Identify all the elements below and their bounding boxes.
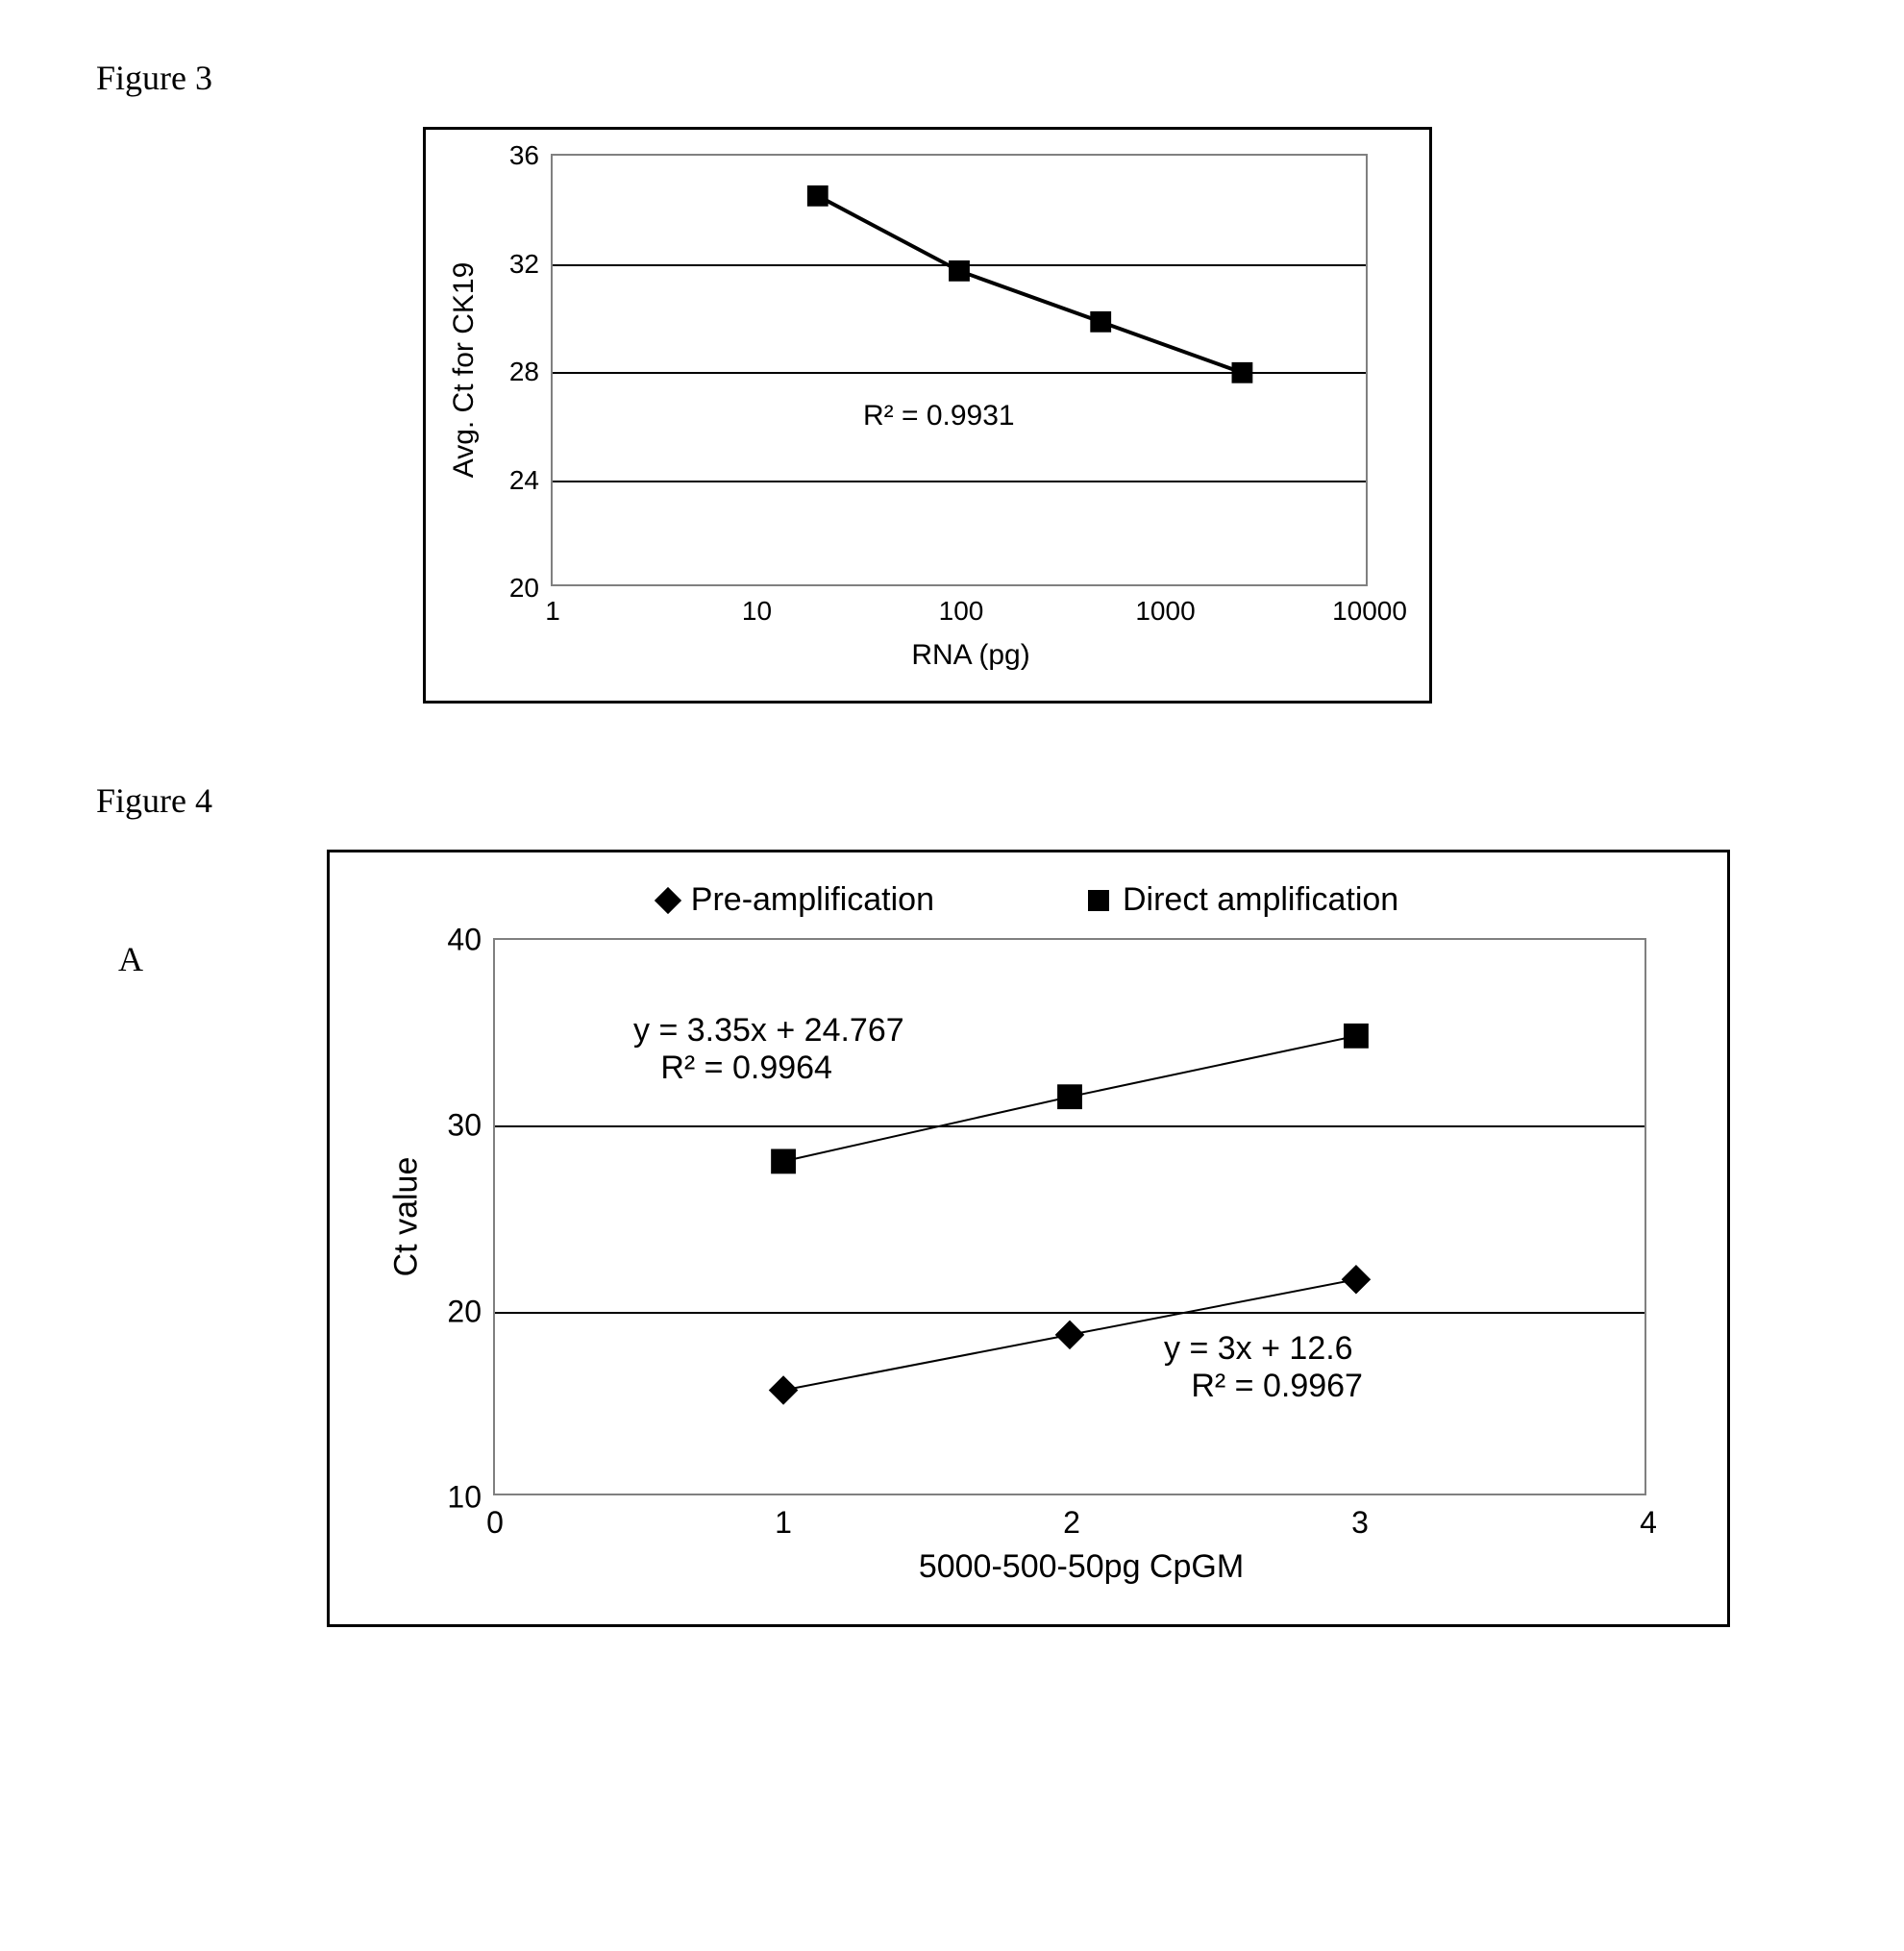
figure-3-xlabel: RNA (pg)	[551, 639, 1391, 672]
legend-item-direct-amp: Direct amplification	[1088, 881, 1398, 919]
y-tick-label: 30	[447, 1108, 495, 1144]
figure-4-plot-area: 1020304001234y = 3.35x + 24.767 R² = 0.9…	[493, 938, 1646, 1495]
x-tick-label: 1000	[1135, 584, 1195, 627]
y-tick-label: 40	[447, 923, 495, 958]
x-tick-label: 0	[486, 1494, 504, 1541]
figure-4-panel-label: A	[118, 939, 143, 979]
figure-4-chart: A Pre-amplification Direct amplification…	[327, 850, 1730, 1627]
y-tick-label: 20	[447, 1294, 495, 1329]
x-tick-label: 1	[775, 1494, 792, 1541]
r2-annotation: R² = 0.9931	[863, 400, 1015, 432]
square-icon	[1088, 890, 1109, 911]
y-tick-label: 36	[509, 140, 553, 171]
x-tick-label: 10000	[1332, 584, 1407, 627]
fit-annotation: y = 3x + 12.6 R² = 0.9967	[1164, 1330, 1363, 1405]
figure-3-label: Figure 3	[96, 58, 1827, 98]
figure-4-label: Figure 4	[96, 780, 1827, 821]
y-tick-label: 28	[509, 357, 553, 387]
figure-3-plot-area: 2024283236110100100010000R² = 0.9931	[551, 154, 1368, 586]
x-tick-label: 100	[939, 584, 984, 627]
fit-annotation: y = 3.35x + 24.767 R² = 0.9964	[633, 1012, 904, 1087]
figure-4-legend: Pre-amplification Direct amplification	[387, 881, 1669, 919]
legend-label: Pre-amplification	[691, 881, 934, 919]
figure-3-ylabel: Avg. Ct for CK19	[448, 262, 481, 479]
x-tick-label: 4	[1640, 1494, 1657, 1541]
diamond-icon	[655, 886, 681, 913]
legend-item-pre-amp: Pre-amplification	[658, 881, 934, 919]
y-tick-label: 24	[509, 465, 553, 496]
figure-3-chart: 2024283236110100100010000R² = 0.9931 Avg…	[423, 127, 1432, 704]
legend-label: Direct amplification	[1123, 881, 1398, 919]
x-tick-label: 2	[1063, 1494, 1080, 1541]
x-tick-label: 10	[742, 584, 772, 627]
y-tick-label: 32	[509, 249, 553, 280]
figure-4-xlabel: 5000-500-50pg CpGM	[493, 1548, 1669, 1586]
figure-4-ylabel: Ct value	[388, 1157, 426, 1277]
x-tick-label: 3	[1351, 1494, 1369, 1541]
x-tick-label: 1	[545, 584, 560, 627]
